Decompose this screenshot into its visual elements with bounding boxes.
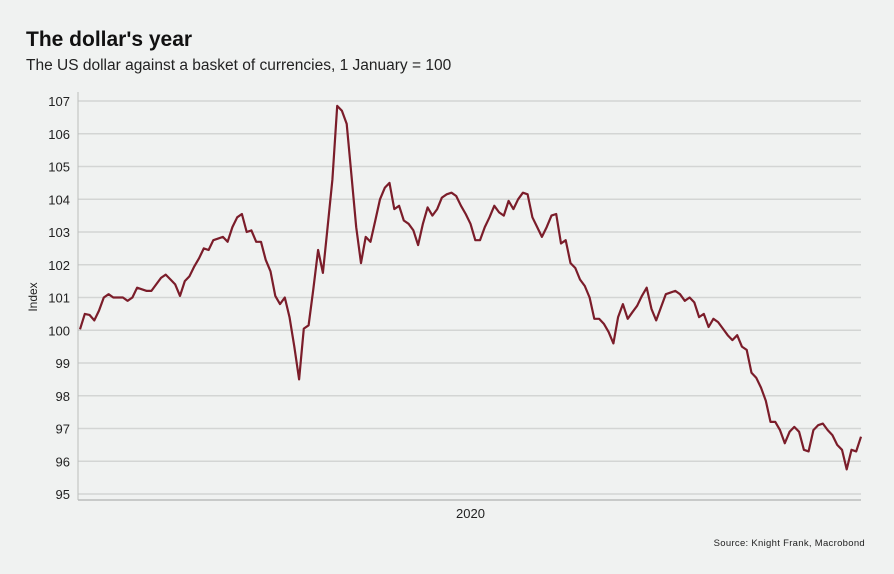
y-tick-label: 95 — [56, 487, 70, 502]
source-note: Source: Knight Frank, Macrobond — [713, 538, 865, 549]
y-axis-label: Index — [26, 282, 40, 311]
y-tick-label: 105 — [48, 160, 70, 175]
y-tick-label: 101 — [48, 291, 70, 306]
y-tick-label: 106 — [48, 127, 70, 142]
y-tick-label: 97 — [56, 422, 70, 437]
y-tick-label: 107 — [48, 94, 70, 109]
y-tick-label: 104 — [48, 192, 70, 207]
y-tick-label: 103 — [48, 225, 70, 240]
y-tick-label: 100 — [48, 323, 70, 338]
chart-subtitle: The US dollar against a basket of curren… — [26, 57, 452, 74]
y-tick-label: 98 — [56, 389, 70, 404]
series-line — [78, 104, 863, 471]
y-tick-label: 102 — [48, 258, 70, 273]
y-tick-label: 99 — [56, 356, 70, 371]
chart-title: The dollar's year — [26, 28, 193, 51]
y-tick-label: 96 — [56, 454, 70, 469]
x-tick-label: 2020 — [456, 506, 485, 521]
